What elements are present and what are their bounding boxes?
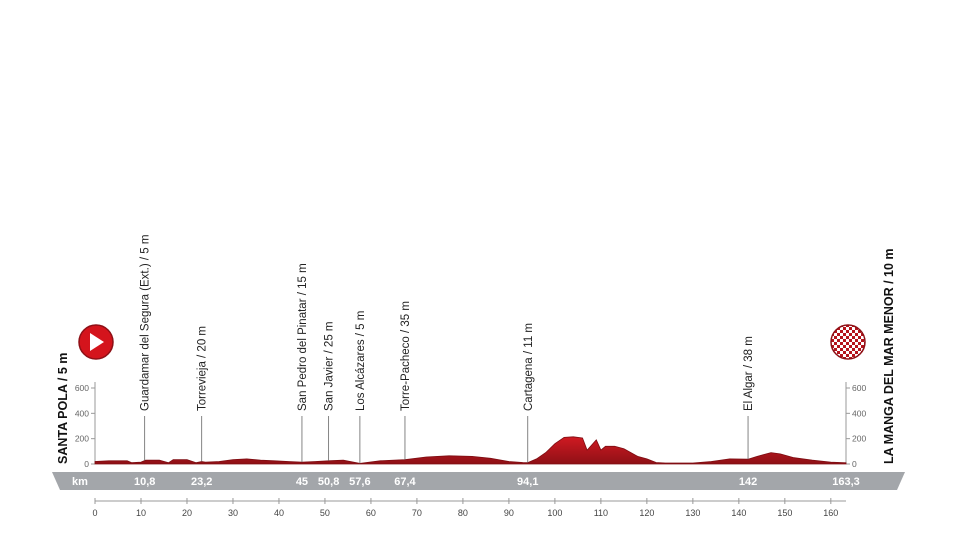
xtick-label: 20 [182, 508, 192, 518]
xtick-label: 120 [639, 508, 654, 518]
waypoint-km-label: 57,6 [349, 476, 370, 488]
xtick-label: 0 [92, 508, 97, 518]
xtick-label: 90 [504, 508, 514, 518]
xtick-label: 40 [274, 508, 284, 518]
waypoint-km-label: 94,1 [517, 476, 538, 488]
xtick-label: 70 [412, 508, 422, 518]
profile-area [94, 436, 847, 465]
km-axis: 0 10 20 30 40 50 60 70 80 90 100 110 120 130 140 150 160 [92, 498, 846, 518]
left-ytick-label: 0 [84, 459, 89, 469]
right-ytick-label: 400 [852, 408, 866, 418]
right-ytick-label: 200 [852, 434, 866, 444]
xtick-label: 110 [594, 508, 608, 518]
xtick-label: 10 [136, 508, 146, 518]
left-ytick-label: 200 [75, 434, 89, 444]
xtick-label: 150 [777, 508, 792, 518]
left-altitude-axis: 0 200 400 600 [75, 382, 96, 469]
waypoint-km-label: 23,2 [191, 476, 212, 488]
start-label: SANTA POLA / 5 m [56, 353, 70, 464]
finish-marker-icon [830, 324, 866, 360]
right-ytick-label: 600 [852, 383, 866, 393]
waypoint-label: Los Alcázares / 5 m [355, 311, 367, 411]
waypoint-label: Cartagena / 11 m [523, 323, 535, 411]
waypoint-label: San Javier / 25 m [324, 322, 336, 411]
waypoint-label: Torrevieja / 20 m [197, 326, 209, 411]
finish-label: LA MANGA DEL MAR MENOR / 10 m [882, 248, 896, 464]
waypoint-km-label: 10,8 [134, 476, 155, 488]
waypoint-km-label: 67,4 [394, 476, 416, 488]
waypoint-km-label: 50,8 [318, 476, 339, 488]
waypoint-label: El Algar / 38 m [743, 336, 755, 411]
waypoint-km-label: 142 [739, 476, 757, 488]
xtick-label: 30 [228, 508, 238, 518]
xtick-label: 160 [823, 508, 838, 518]
xtick-label: 80 [458, 508, 468, 518]
right-ytick-label: 0 [852, 459, 857, 469]
left-ytick-label: 600 [75, 383, 89, 393]
band-unit-label: km [72, 476, 88, 488]
elevation-profile [94, 436, 847, 465]
waypoint-label: San Pedro del Pinatar / 15 m [297, 263, 309, 411]
xtick-label: 60 [366, 508, 376, 518]
waypoints: Guardamar del Segura (Ext.) / 5 m Torrevi… [140, 235, 755, 464]
waypoint-km-label: 45 [296, 476, 308, 488]
xtick-label: 50 [320, 508, 330, 518]
distance-band: km 10,8 23,2 45 50,8 57,6 67,4 94,1 142 163,3 [52, 472, 905, 490]
xtick-label: 140 [731, 508, 746, 518]
waypoint-km-label: 163,3 [832, 476, 860, 488]
waypoint-label: Torre-Pacheco / 35 m [400, 301, 412, 411]
right-altitude-axis: 0 200 400 600 [845, 382, 866, 469]
left-ytick-label: 400 [75, 408, 89, 418]
waypoint-label: Guardamar del Segura (Ext.) / 5 m [140, 235, 152, 411]
start-marker-icon [78, 324, 114, 360]
xtick-label: 100 [547, 508, 562, 518]
xtick-label: 130 [685, 508, 700, 518]
